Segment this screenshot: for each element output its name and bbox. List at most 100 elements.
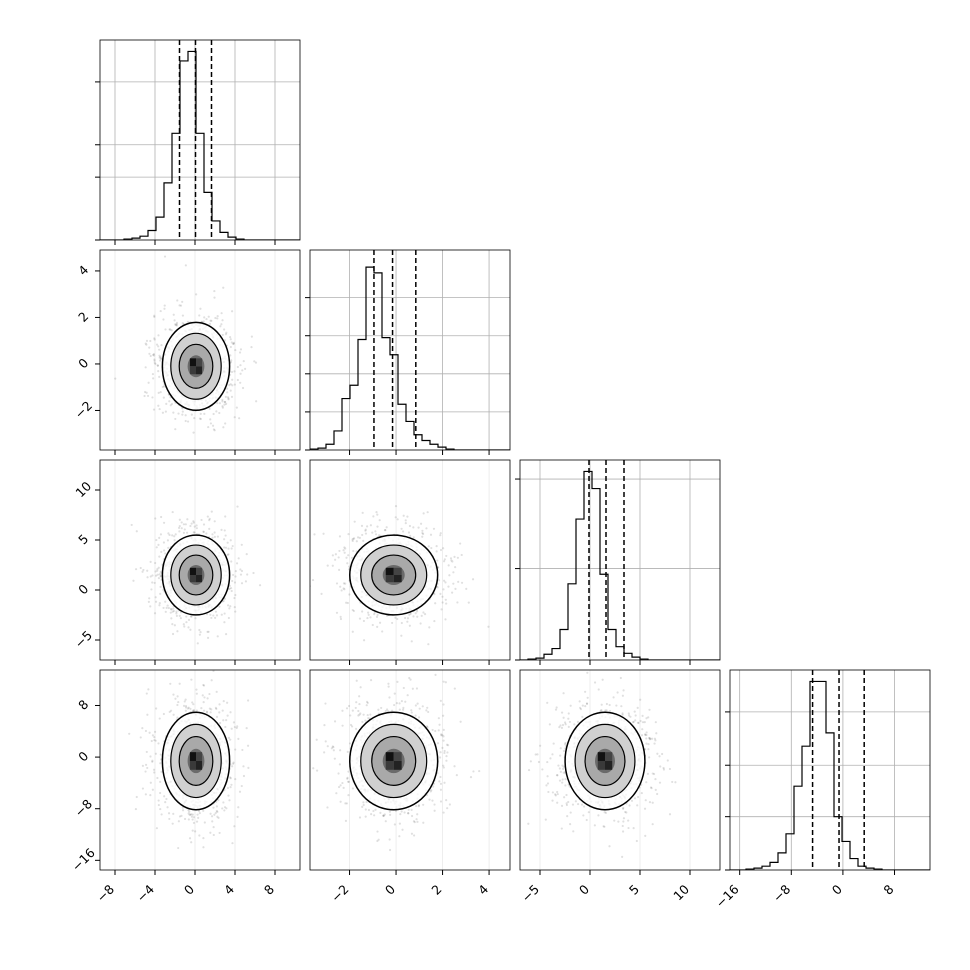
scatter-point [229, 335, 232, 339]
scatter-point [453, 765, 456, 768]
scatter-point [335, 582, 339, 585]
scatter-point [132, 579, 135, 582]
scatter-point [213, 535, 216, 539]
scatter-point [175, 324, 178, 327]
scatter-point [144, 763, 148, 766]
scatter-point [402, 686, 405, 690]
scatter-panel-4-3 [519, 669, 721, 871]
scatter-point [384, 709, 387, 713]
scatter-point [410, 832, 414, 835]
scatter-point [177, 700, 180, 704]
scatter-point [333, 757, 336, 760]
density-cell [385, 567, 394, 575]
scatter-point [393, 823, 396, 826]
scatter-point [141, 726, 144, 730]
scatter-point [221, 709, 224, 712]
scatter-point [221, 406, 224, 409]
scatter-point [230, 359, 233, 362]
scatter-point [229, 776, 232, 779]
scatter-point [331, 554, 334, 557]
scatter-point [186, 518, 189, 521]
density-cell [196, 752, 203, 761]
scatter-point [221, 319, 224, 322]
scatter-point [370, 812, 373, 816]
scatter-point [419, 622, 422, 625]
scatter-point [154, 517, 157, 520]
scatter-point [227, 794, 230, 797]
scatter-point [445, 743, 449, 746]
scatter-point [210, 679, 213, 682]
scatter-point [436, 586, 439, 589]
scatter-point [144, 729, 148, 733]
scatter-point [442, 588, 445, 591]
scatter-point [242, 765, 245, 768]
scatter-point [213, 429, 216, 432]
scatter-point [174, 697, 177, 700]
scatter-point [157, 334, 160, 337]
scatter-point [401, 530, 405, 533]
scatter-point [337, 556, 340, 559]
scatter-point [181, 300, 184, 303]
scatter-point [439, 548, 443, 552]
scatter-point [202, 684, 206, 687]
scatter-point [242, 774, 246, 778]
scatter-point [433, 593, 436, 596]
scatter-point [219, 721, 222, 725]
scatter-point [394, 616, 397, 619]
scatter-point [225, 331, 228, 334]
scatter-point [365, 700, 369, 703]
scatter-point [341, 709, 344, 712]
density-cell [385, 760, 394, 770]
scatter-point [152, 377, 155, 380]
scatter-point [190, 813, 193, 816]
scatter-point [218, 411, 221, 415]
scatter-point [172, 607, 175, 610]
scatter-point [469, 775, 473, 779]
scatter-point [430, 546, 433, 550]
scatter-point [154, 574, 158, 577]
scatter-point [207, 425, 210, 429]
scatter-point [213, 289, 216, 293]
scatter-point [166, 604, 169, 607]
scatter-point [449, 557, 453, 560]
scatter-point [411, 687, 414, 690]
scatter-point [442, 714, 445, 717]
scatter-point [188, 810, 191, 813]
scatter-point [206, 697, 209, 700]
scatter-point [206, 630, 209, 633]
scatter-point [435, 545, 438, 548]
scatter-point [440, 608, 443, 611]
scatter-point [144, 366, 147, 369]
scatter-point [157, 543, 160, 546]
scatter-point [445, 755, 448, 758]
scatter-point [221, 400, 224, 403]
scatter-point [213, 813, 216, 816]
y-tick-label: 0 [75, 355, 91, 371]
scatter-point [208, 666, 210, 668]
scatter-point [437, 717, 440, 720]
scatter-point [151, 759, 154, 762]
scatter-point [226, 701, 229, 704]
scatter-point [385, 526, 388, 529]
scatter-point [342, 549, 345, 552]
scatter-point [187, 626, 190, 629]
scatter-point [385, 708, 389, 711]
scatter-point [234, 348, 237, 352]
scatter-point [153, 359, 156, 362]
scatter-point [185, 615, 188, 618]
scatter-point [315, 738, 318, 741]
scatter-point [339, 615, 342, 618]
scatter-point [215, 805, 219, 808]
scatter-point [343, 588, 346, 591]
scatter-point [338, 763, 341, 766]
scatter-point [400, 527, 403, 530]
scatter-point [331, 745, 334, 748]
scatter-point [417, 716, 421, 719]
scatter-point [183, 528, 186, 531]
scatter-point [442, 680, 445, 683]
scatter-point [162, 396, 165, 399]
scatter-point [208, 692, 211, 696]
scatter-point [114, 377, 117, 380]
scatter-point [142, 568, 145, 572]
scatter-point [340, 589, 343, 592]
